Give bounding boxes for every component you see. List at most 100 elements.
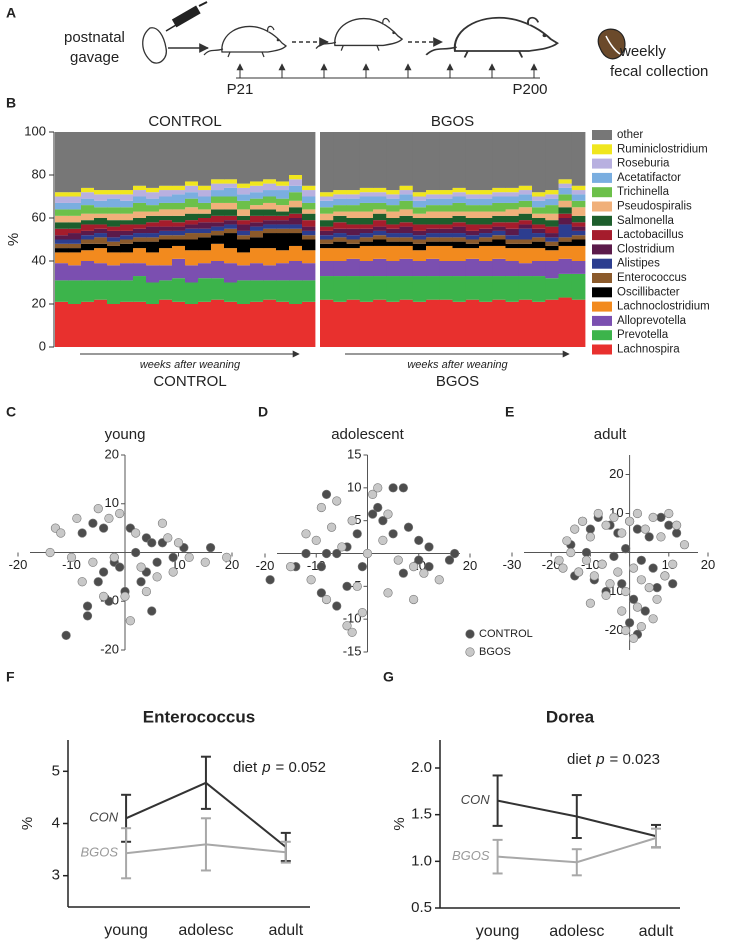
point — [566, 547, 576, 558]
bar-segment — [94, 280, 108, 300]
bar-segment — [518, 243, 533, 249]
legend-swatch — [592, 344, 612, 355]
bar-segment — [399, 233, 414, 238]
point — [342, 621, 352, 631]
point — [141, 586, 151, 597]
bar-segment — [359, 218, 374, 225]
mouse-icon — [315, 17, 403, 52]
point — [624, 618, 635, 628]
bar-segment — [505, 202, 520, 210]
bar-segment — [55, 215, 69, 223]
bar-segment — [302, 209, 316, 214]
series-label: BGOS — [81, 845, 119, 860]
bar-segment — [452, 301, 467, 347]
point — [585, 532, 596, 542]
bar-segment — [250, 301, 264, 347]
bar-segment — [465, 198, 480, 206]
point — [656, 512, 666, 523]
point — [301, 529, 311, 539]
point — [316, 562, 326, 572]
bar-segment — [146, 192, 160, 199]
bar-segment — [120, 190, 134, 195]
bar-segment — [159, 202, 173, 210]
point — [168, 552, 178, 562]
legend-label: Pseudospiralis — [617, 201, 692, 213]
bar-segment — [159, 235, 173, 240]
bar-segment — [107, 207, 121, 214]
bar-segment — [399, 245, 414, 259]
bar-segment — [159, 185, 173, 191]
y-tick-label: 2.0 — [411, 759, 432, 776]
bar-segment — [120, 200, 134, 208]
bar-segment — [333, 211, 347, 216]
bar-segment — [479, 233, 493, 238]
point — [672, 520, 682, 530]
bar-segment — [237, 224, 251, 231]
bar-segment — [465, 230, 480, 236]
bar-segment — [250, 181, 264, 186]
bar-segment — [399, 190, 414, 195]
bar-segment — [333, 222, 347, 229]
point — [624, 516, 635, 526]
bar-segment — [250, 132, 264, 182]
bar-segment — [532, 228, 546, 234]
point — [424, 542, 434, 552]
bar-segment — [518, 228, 533, 240]
bar-segment — [276, 228, 290, 234]
point — [648, 563, 658, 573]
y-tick-label: 5 — [52, 762, 60, 779]
point — [321, 489, 332, 500]
bar-segment — [224, 215, 238, 221]
point — [409, 562, 419, 572]
point — [577, 516, 588, 526]
point — [131, 547, 141, 558]
bar-segment — [237, 200, 251, 210]
bar-segment — [386, 245, 400, 261]
group-label: BGOS — [436, 373, 479, 390]
point — [450, 548, 460, 559]
bar-segment — [399, 185, 414, 191]
bar-segment — [359, 192, 374, 197]
bar-segment — [120, 207, 134, 214]
bar-segment — [302, 202, 316, 210]
bar-segment — [185, 250, 199, 266]
bar-segment — [571, 239, 586, 246]
bar-segment — [452, 192, 467, 197]
bar-segment — [276, 301, 290, 347]
point — [628, 633, 639, 643]
bar-segment — [346, 239, 361, 244]
bar-segment — [479, 205, 493, 212]
bar-segment — [224, 187, 238, 197]
bar-segment — [571, 235, 586, 240]
y-tick-label: 100 — [24, 123, 46, 138]
bar-segment — [198, 185, 212, 191]
bar-segment — [426, 194, 440, 199]
bar-segment — [146, 226, 160, 234]
bar-segment — [94, 237, 108, 244]
bar-segment — [107, 198, 121, 208]
bar-segment — [558, 179, 573, 184]
bar-segment — [532, 241, 546, 249]
bar-segment — [505, 209, 520, 216]
x-tick-label: -10 — [62, 557, 81, 572]
panel-title: adult — [594, 426, 627, 443]
point — [45, 547, 55, 558]
bar-segment — [120, 224, 134, 231]
y-tick-label: 10 — [347, 479, 361, 494]
bar-segment — [146, 211, 160, 216]
point — [184, 552, 194, 562]
bar-segment — [346, 132, 361, 191]
group-label: CONTROL — [153, 373, 226, 390]
bar-segment — [333, 237, 347, 242]
bar-segment — [465, 132, 480, 191]
legend-label: Alistipes — [617, 258, 660, 270]
bar-segment — [518, 194, 533, 201]
point — [168, 567, 178, 577]
bar-segment — [276, 205, 290, 212]
bar-segment — [68, 202, 82, 210]
point — [306, 575, 316, 585]
bar-segment — [211, 261, 225, 279]
bar-segment — [412, 250, 427, 261]
gavage-label: gavage — [70, 49, 119, 66]
x-tick-label: adolesc — [178, 922, 233, 939]
